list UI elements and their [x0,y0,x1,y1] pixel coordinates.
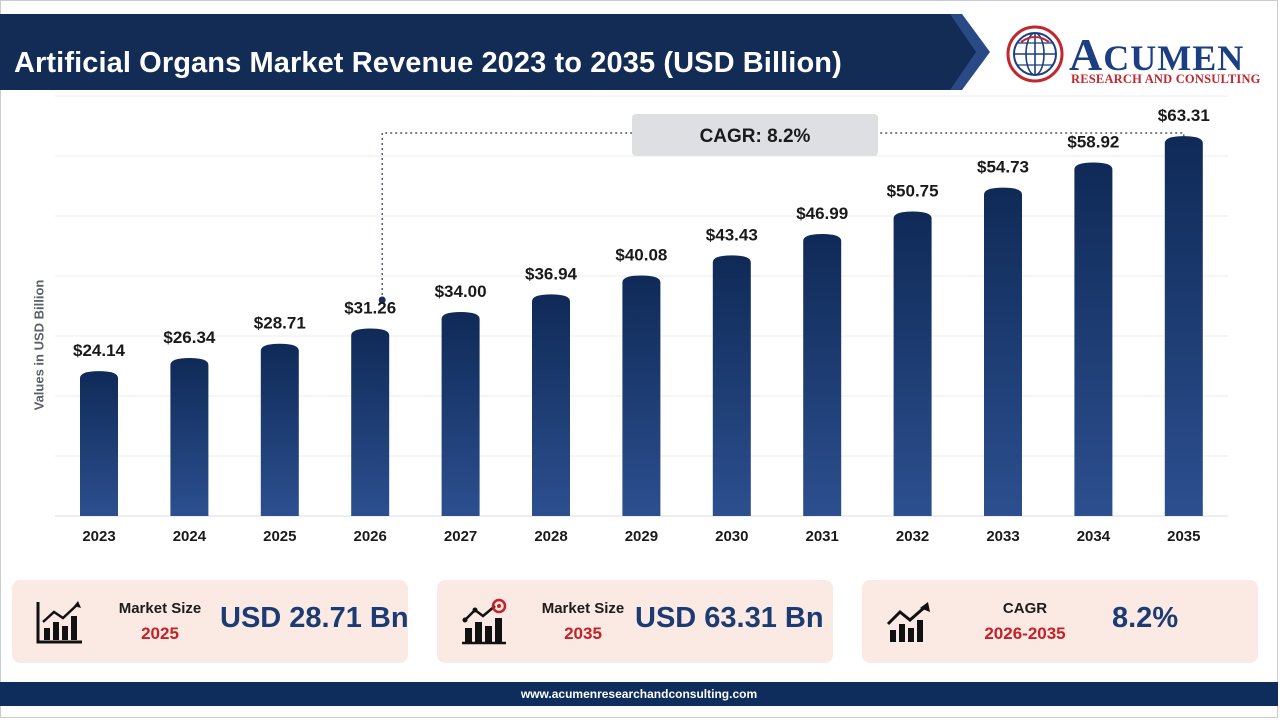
bar-2024 [170,357,209,516]
bar-2031 [803,234,842,516]
x-tick-labels: 2023 2024 2025 2026 2027 2028 2029 2030 2031 2032… [82,528,1200,545]
x-tick-2023: 2023 [82,528,115,545]
cagr-start-dot [378,296,386,304]
x-tick-2029: 2029 [625,528,658,545]
bar-2027 [441,312,480,516]
card-label: Market Size [541,600,625,617]
value-label-2024: $26.34 [163,328,216,347]
growth-target-icon [462,598,507,645]
x-tick-2030: 2030 [715,528,748,545]
title-banner: Artificial Organs Market Revenue 2023 to… [0,14,990,90]
card-market-size-2025: Market Size 2025 USD 28.71 Bn [12,580,409,663]
card-market-size-2035: Market Size 2035 USD 63.31 Bn [437,580,833,663]
value-label-2031: $46.99 [796,204,848,223]
bars [80,136,1203,517]
title-banner-shape [0,14,990,90]
x-tick-2027: 2027 [444,528,477,545]
logo-tagline: RESEARCH AND CONSULTING [1071,72,1261,86]
value-label-2034: $58.92 [1067,132,1119,151]
value-label-2029: $40.08 [615,246,667,265]
value-label-2027: $34.00 [435,282,487,301]
bar-2029 [622,275,661,516]
bar-2025 [260,343,299,516]
value-label-2023: $24.14 [73,341,126,360]
cagr-label: CAGR: 8.2% [700,126,811,147]
bar-chart-growth-icon [36,601,82,644]
x-tick-2034: 2034 [1077,528,1111,545]
value-label-2026: $31.26 [344,298,396,317]
value-label-2033: $54.73 [977,158,1029,177]
value-label-2035: $63.31 [1158,106,1210,125]
card-year: 2035 [564,624,602,643]
bar-2023 [80,371,118,516]
card-label: Market Size [118,600,202,617]
x-tick-2024: 2024 [173,528,207,545]
x-tick-2025: 2025 [263,528,296,545]
card-cagr: CAGR 2026-2035 8.2% [862,580,1258,663]
bar-2030 [712,255,751,517]
value-label-2032: $50.75 [887,182,939,201]
x-tick-2026: 2026 [354,528,387,545]
card-value: 8.2% [1112,602,1179,634]
cagr-annotation: CAGR: 8.2% [378,114,1188,304]
card-year: 2025 [141,624,179,643]
card-label: CAGR [1002,600,1048,617]
card-year: 2026-2035 [984,624,1066,643]
bar-2028 [532,294,570,516]
globe-icon [1006,25,1064,83]
card-value: USD 28.71 Bn [220,602,409,634]
value-labels: $24.14 $26.34 $28.71 $31.26 $34.00 $36.94 $40.… [73,106,1210,360]
bar-2026 [351,328,390,516]
trend-up-icon [886,602,930,642]
value-label-2030: $43.43 [706,225,758,244]
bar-2035 [1164,136,1203,516]
footer-url[interactable]: www.acumenresearchandconsulting.com [0,682,1278,706]
chart-title: Artificial Organs Market Revenue 2023 to… [14,47,842,79]
x-tick-2028: 2028 [534,528,567,545]
acumen-logo: ACUMEN RESEARCH AND CONSULTING [1005,18,1267,86]
x-tick-2031: 2031 [806,528,839,545]
bar-2034 [1074,162,1113,516]
bar-chart: CAGR: 8.2% $24.14 $26.34 $28.71 $31.26 $34.0… [55,95,1228,545]
value-label-2028: $36.94 [525,264,578,283]
bar-2033 [984,187,1022,516]
bar-2032 [893,211,932,516]
cagr-box [632,114,878,156]
x-tick-2033: 2033 [986,528,1019,545]
card-value: USD 63.31 Bn [635,602,824,634]
value-label-2025: $28.71 [254,314,306,333]
x-tick-2035: 2035 [1167,528,1200,545]
logo-wordmark: ACUMEN [1069,29,1245,80]
x-tick-2032: 2032 [896,528,929,545]
